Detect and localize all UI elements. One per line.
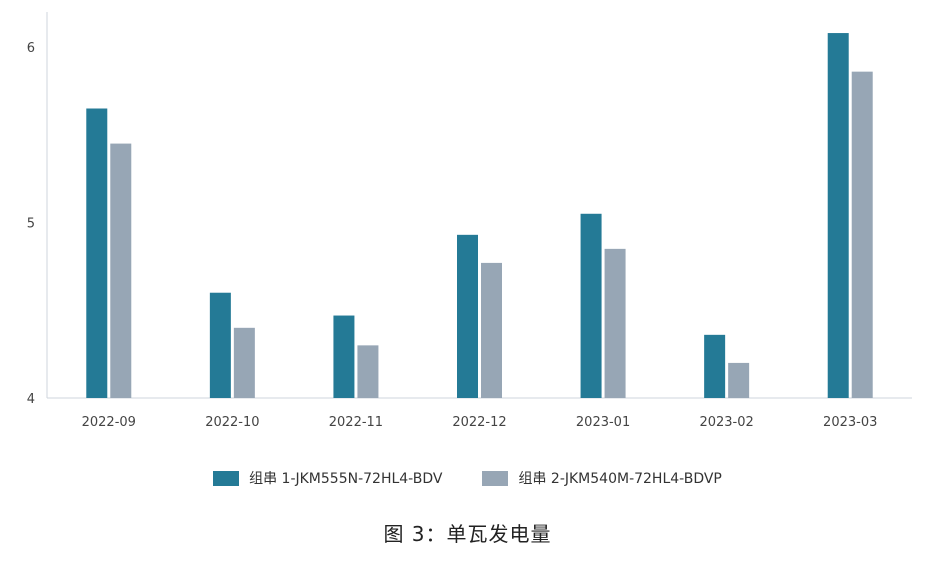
y-tick-label: 5 <box>27 217 35 232</box>
bar-series-2-2022-11[interactable] <box>357 345 379 398</box>
bar-series-2-2023-03[interactable] <box>851 71 873 399</box>
legend-label-series-1: 组串 1-JKM555N-72HL4-BDV <box>249 471 443 487</box>
x-tick-label: 2022-11 <box>329 415 383 430</box>
bar-chart: 4 5 6 2022-09 2022-10 2022-11 2022-12 2023-01 2… <box>27 12 912 430</box>
bar-series-2-2022-09[interactable] <box>110 143 132 398</box>
legend: 组串 1-JKM555N-72HL4-BDV 组串 2-JKM540M-72HL… <box>0 468 935 488</box>
bar-series-1-2022-11[interactable] <box>333 315 355 398</box>
x-tick-label: 2023-01 <box>576 415 630 430</box>
bar-series-1-2022-12[interactable] <box>457 234 478 398</box>
legend-label-series-2: 组串 2-JKM540M-72HL4-BDVP <box>518 471 722 487</box>
bar-series-2-2022-12[interactable] <box>481 262 502 398</box>
legend-item-series-1[interactable]: 组串 1-JKM555N-72HL4-BDV <box>213 468 442 488</box>
x-tick-label: 2023-03 <box>823 415 877 430</box>
y-tick-label: 6 <box>27 41 35 56</box>
x-tick-label: 2022-12 <box>452 415 506 430</box>
bar-series-1-2023-02[interactable] <box>704 334 726 398</box>
bar-series-1-2023-03[interactable] <box>827 33 849 399</box>
figure-caption: 图 3：单瓦发电量 <box>383 522 552 546</box>
x-tick-label: 2022-09 <box>82 415 136 430</box>
bar-series-2-2022-10[interactable] <box>233 327 255 398</box>
y-tick-label: 4 <box>27 392 35 407</box>
legend-swatch-series-1 <box>213 470 240 486</box>
bar-series-1-2023-01[interactable] <box>580 213 602 398</box>
x-tick-label: 2023-02 <box>699 415 753 430</box>
bar-series-1-2022-10[interactable] <box>209 292 231 398</box>
bar-series-1-2022-09[interactable] <box>86 108 108 399</box>
x-tick-label: 2022-10 <box>205 415 259 430</box>
legend-item-series-2[interactable]: 组串 2-JKM540M-72HL4-BDVP <box>482 468 722 488</box>
bar-series-2-2023-01[interactable] <box>604 248 626 398</box>
bar-series-2-2023-02[interactable] <box>728 362 750 398</box>
legend-swatch-series-2 <box>482 470 509 486</box>
